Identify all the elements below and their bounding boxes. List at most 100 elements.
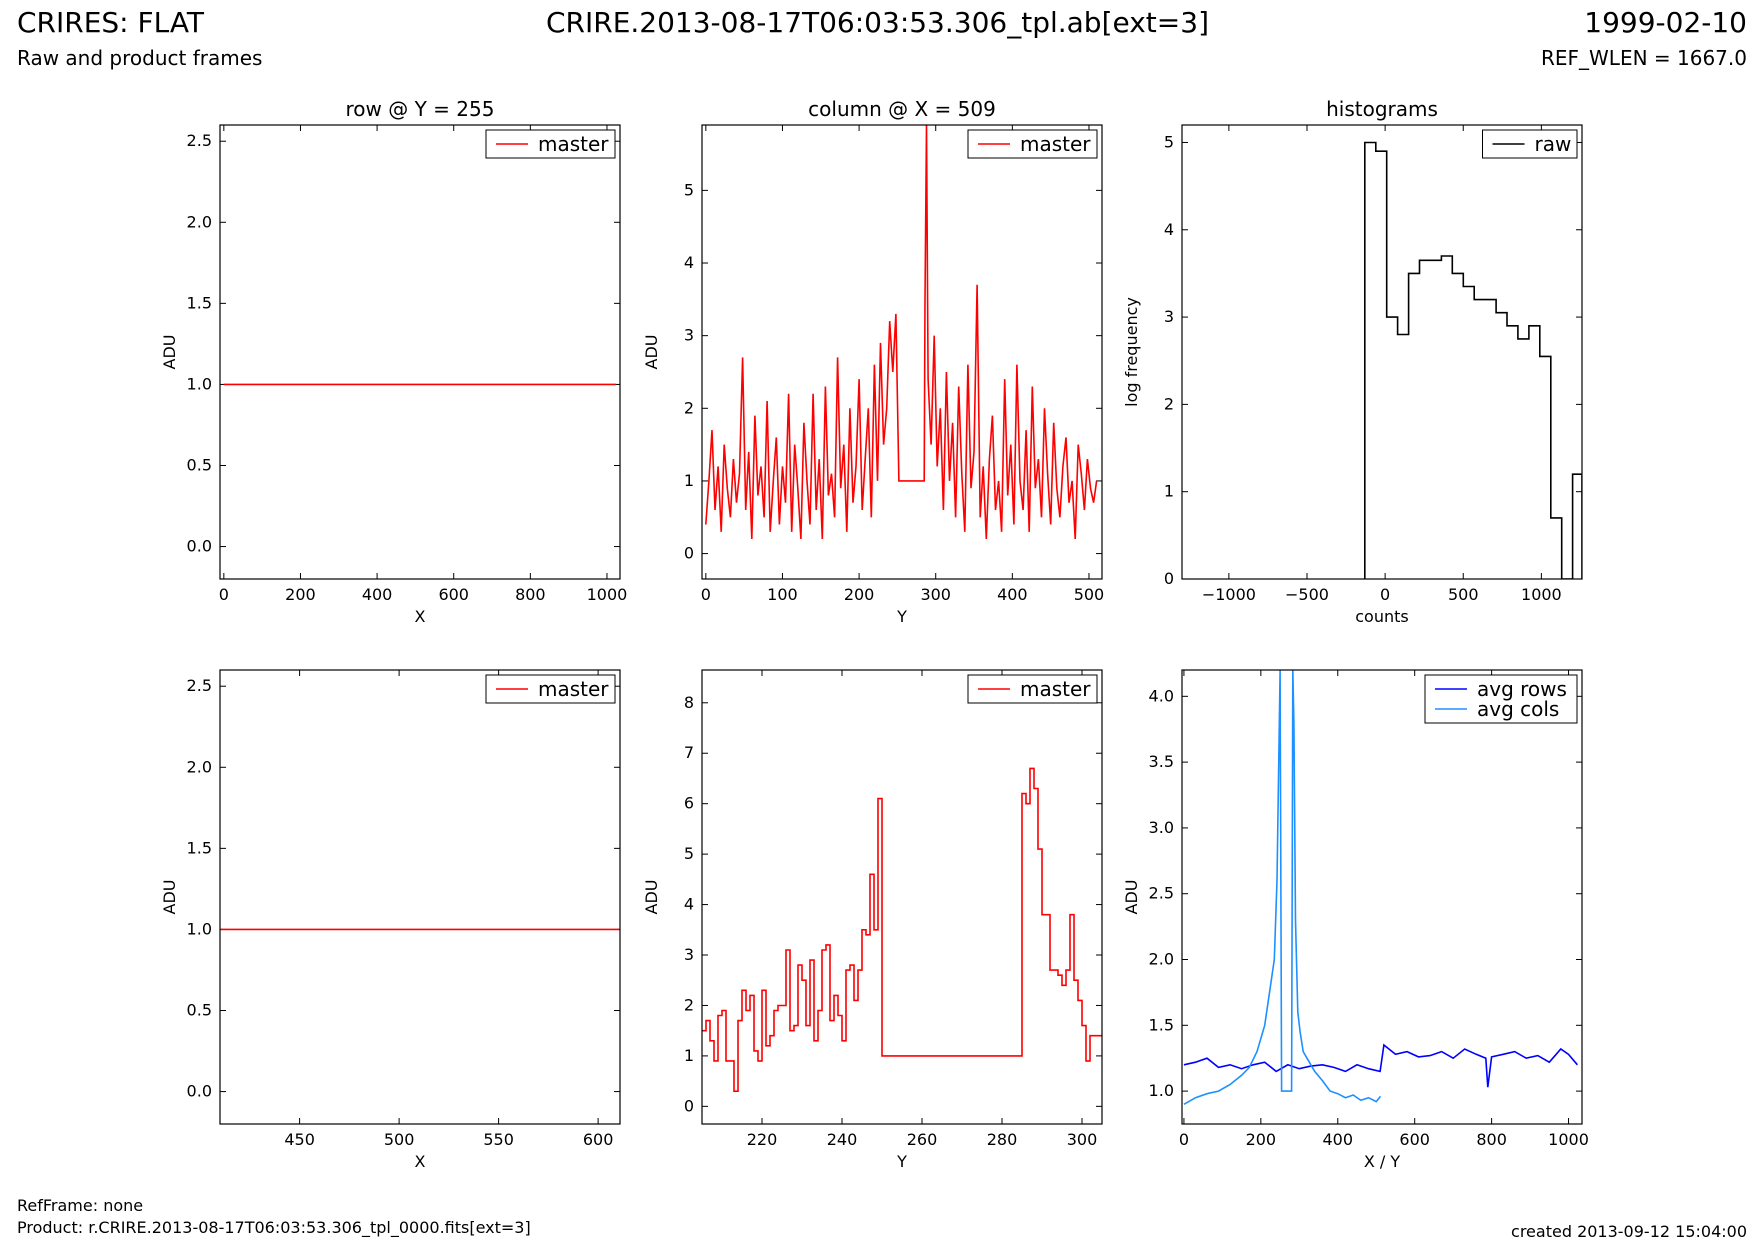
- series-line-avg-rows: [1183, 1043, 1579, 1088]
- title-right: 1999-02-10: [1584, 6, 1747, 39]
- x-tick-label: 300: [920, 585, 951, 604]
- y-tick-label: 2.0: [187, 212, 212, 231]
- legend-label: master: [1020, 132, 1091, 156]
- y-axis-label: ADU: [160, 880, 179, 915]
- y-tick-label: 2: [684, 398, 694, 417]
- y-tick-label: 7: [684, 743, 694, 762]
- y-tick-label: 0.0: [187, 1082, 212, 1101]
- y-tick-label: 2.5: [1149, 884, 1174, 903]
- x-tick-label: 500: [384, 1130, 415, 1149]
- x-tick-label: 550: [483, 1130, 514, 1149]
- series-line-raw: [1364, 141, 1582, 579]
- x-tick-label: 1000: [587, 585, 628, 604]
- x-axis-label: Y: [896, 607, 907, 626]
- y-tick-label: 2: [1164, 394, 1174, 413]
- x-tick-label: 240: [827, 1130, 858, 1149]
- y-tick-label: 1.5: [1149, 1015, 1174, 1034]
- x-tick-label: 0: [1380, 585, 1390, 604]
- plot-frame: [219, 124, 621, 580]
- x-tick-label: 600: [583, 1130, 614, 1149]
- footer-created: created 2013-09-12 15:04:00: [1511, 1222, 1747, 1241]
- series-line-master: [705, 125, 1098, 540]
- chart-title: column @ X = 509: [808, 97, 996, 121]
- y-tick-label: 1.5: [187, 293, 212, 312]
- y-axis-label: ADU: [642, 335, 661, 370]
- y-tick-label: 3: [1164, 307, 1174, 326]
- y-axis-label: ADU: [1122, 880, 1141, 915]
- y-tick-label: 0.5: [187, 456, 212, 475]
- x-axis-label: counts: [1355, 607, 1408, 626]
- y-tick-label: 4: [684, 895, 694, 914]
- y-tick-label: 1.0: [187, 919, 212, 938]
- x-axis-label: X: [415, 607, 426, 626]
- chart-title: histograms: [1326, 97, 1438, 121]
- y-tick-label: 0: [684, 544, 694, 563]
- plot-frame: [219, 669, 621, 1125]
- legend-label: avg cols: [1477, 697, 1559, 721]
- subtitle-right: REF_WLEN = 1667.0: [1540, 46, 1747, 70]
- x-tick-label: 200: [285, 585, 316, 604]
- title-center: CRIRE.2013-08-17T06:03:53.306_tpl.ab[ext…: [545, 6, 1209, 39]
- chart-2: 0 100 200 300 400 500 0 1 2 3 4 5 column @ X = 509 Y A…: [642, 97, 1104, 626]
- x-tick-label: 0: [1179, 1130, 1189, 1149]
- x-tick-label: 400: [362, 585, 393, 604]
- y-tick-label: 2.5: [187, 676, 212, 695]
- chart-6: 0 200 400 600 800 1000 1.0 1.5 2.0 2.5 3.0 3.5 4.0 X …: [1122, 669, 1589, 1171]
- x-tick-label: 280: [987, 1130, 1018, 1149]
- chart-4: 450 500 550 600 0.0 0.5 1.0 1.5 2.0 2.5 X ADU master: [160, 669, 621, 1171]
- y-tick-label: 3: [684, 326, 694, 345]
- plot-frame: [1181, 124, 1583, 580]
- title-left: CRIRES: FLAT: [17, 6, 204, 39]
- y-tick-label: 1.0: [1149, 1081, 1174, 1100]
- y-tick-label: 3.5: [1149, 752, 1174, 771]
- y-tick-label: 1: [684, 471, 694, 490]
- plot-frame: [701, 124, 1103, 580]
- x-tick-label: 500: [1074, 585, 1105, 604]
- x-tick-label: −1000: [1202, 585, 1256, 604]
- x-tick-label: 0: [219, 585, 229, 604]
- y-tick-label: 1: [684, 1046, 694, 1065]
- x-tick-label: 220: [747, 1130, 778, 1149]
- legend-label: master: [1020, 677, 1091, 701]
- y-tick-label: 2: [684, 995, 694, 1014]
- x-tick-label: 400: [1322, 1130, 1353, 1149]
- x-tick-label: 400: [997, 585, 1028, 604]
- y-tick-label: 2.0: [1149, 950, 1174, 969]
- y-tick-label: 0: [1164, 569, 1174, 588]
- y-tick-label: 0.5: [187, 1001, 212, 1020]
- chart-1: 0 200 400 600 800 1000 0.0 0.5 1.0 1.5 2.0 2.5 row @…: [160, 97, 627, 626]
- y-tick-label: 8: [684, 693, 694, 712]
- x-tick-label: 260: [907, 1130, 938, 1149]
- subtitle-left: Raw and product frames: [17, 46, 263, 70]
- legend-label: avg rows: [1477, 677, 1567, 701]
- y-tick-label: 2.5: [187, 131, 212, 150]
- x-tick-label: 300: [1067, 1130, 1098, 1149]
- series-line-master: [702, 767, 1102, 1092]
- x-tick-label: 600: [1399, 1130, 1430, 1149]
- x-axis-label: Y: [896, 1152, 907, 1171]
- x-tick-label: 800: [515, 585, 546, 604]
- chart-title: row @ Y = 255: [346, 97, 495, 121]
- x-tick-label: 450: [284, 1130, 315, 1149]
- y-tick-label: 4: [1164, 220, 1174, 239]
- y-tick-label: 5: [684, 844, 694, 863]
- x-tick-label: −500: [1285, 585, 1329, 604]
- legend-box: [1424, 674, 1578, 724]
- plot-frame: [1181, 669, 1583, 1125]
- footer-refframe: RefFrame: none: [17, 1196, 144, 1215]
- y-tick-label: 6: [684, 794, 694, 813]
- plot-frame: [701, 669, 1103, 1125]
- legend-label: raw: [1535, 132, 1572, 156]
- y-tick-label: 0.0: [187, 537, 212, 556]
- footer-product: Product: r.CRIRE.2013-08-17T06:03:53.306…: [17, 1218, 531, 1237]
- x-tick-label: 200: [1246, 1130, 1277, 1149]
- y-tick-label: 1.5: [187, 838, 212, 857]
- chart-5: 220 240 260 280 300 0 1 2 3 4 5 6 7 8 Y ADU master: [642, 669, 1103, 1171]
- legend-label: master: [538, 132, 609, 156]
- x-tick-label: 1000: [1548, 1130, 1589, 1149]
- y-tick-label: 5: [1164, 132, 1174, 151]
- y-axis-label: ADU: [642, 880, 661, 915]
- y-tick-label: 1.0: [187, 374, 212, 393]
- x-axis-label: X: [415, 1152, 426, 1171]
- x-tick-label: 0: [701, 585, 711, 604]
